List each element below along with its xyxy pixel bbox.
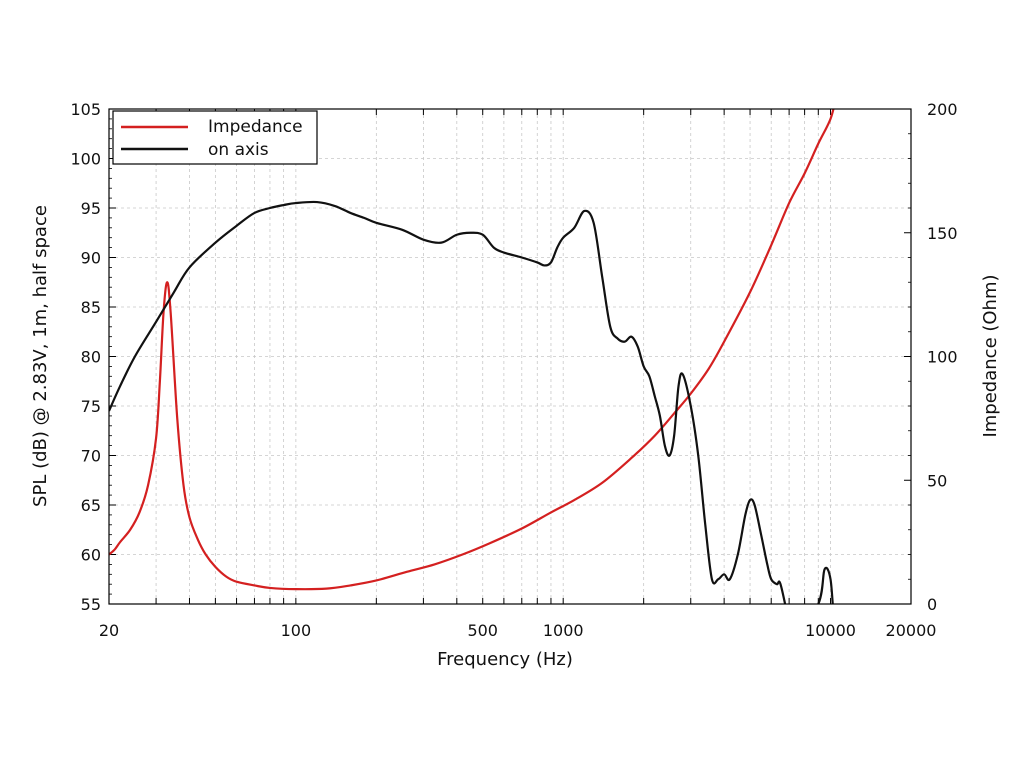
y-left-tick-labels: 55 60 65 70 75 80 85 90 95 100 105 bbox=[70, 100, 101, 614]
y-right-tick-label: 50 bbox=[927, 471, 947, 490]
x-tick-label: 1000 bbox=[543, 621, 584, 640]
grid bbox=[109, 109, 911, 604]
legend: Impedance on axis bbox=[112, 110, 318, 165]
x-tick-label: 100 bbox=[281, 621, 312, 640]
y-left-tick-label: 60 bbox=[81, 546, 101, 565]
series-layer bbox=[109, 109, 835, 604]
y-right-tick-label: 100 bbox=[927, 348, 958, 367]
y-left-tick-label: 105 bbox=[70, 100, 101, 119]
x-tick-label: 20 bbox=[99, 621, 119, 640]
y-left-tick-label: 90 bbox=[81, 249, 101, 268]
y-left-tick-label: 100 bbox=[70, 150, 101, 169]
y-left-tick-label: 85 bbox=[81, 298, 101, 317]
x-tick-label: 20000 bbox=[886, 621, 937, 640]
y-right-tick-labels: 0 50 100 150 200 bbox=[927, 100, 958, 614]
series-line-on-axis bbox=[109, 200, 834, 604]
y-right-tick-label: 150 bbox=[927, 224, 958, 243]
y-right-axis-title: Impedance (Ohm) bbox=[980, 274, 1001, 437]
plot-frame bbox=[108, 108, 912, 605]
x-axis-title: Frequency (Hz) bbox=[437, 649, 573, 670]
legend-label-on-axis: on axis bbox=[208, 140, 269, 160]
y-left-tick-label: 95 bbox=[81, 199, 101, 218]
x-tick-label: 10000 bbox=[805, 621, 856, 640]
y-left-tick-label: 80 bbox=[81, 348, 101, 367]
legend-label-impedance: Impedance bbox=[208, 117, 303, 137]
y-right-tick-label: 200 bbox=[927, 100, 958, 119]
y-left-tick-label: 75 bbox=[81, 397, 101, 416]
y-left-tick-label: 55 bbox=[81, 595, 101, 614]
y-left-tick-label: 70 bbox=[81, 447, 101, 466]
y-right-tick-label: 0 bbox=[927, 595, 937, 614]
series-line-impedance bbox=[109, 109, 835, 591]
y-left-tick-label: 65 bbox=[81, 496, 101, 515]
legend-box bbox=[112, 110, 318, 165]
x-tick-label: 500 bbox=[467, 621, 498, 640]
x-tick-labels: 20 100 500 1000 10000 20000 bbox=[99, 621, 937, 640]
y-left-axis-title: SPL (dB) @ 2.83V, 1m, half space bbox=[30, 205, 51, 507]
